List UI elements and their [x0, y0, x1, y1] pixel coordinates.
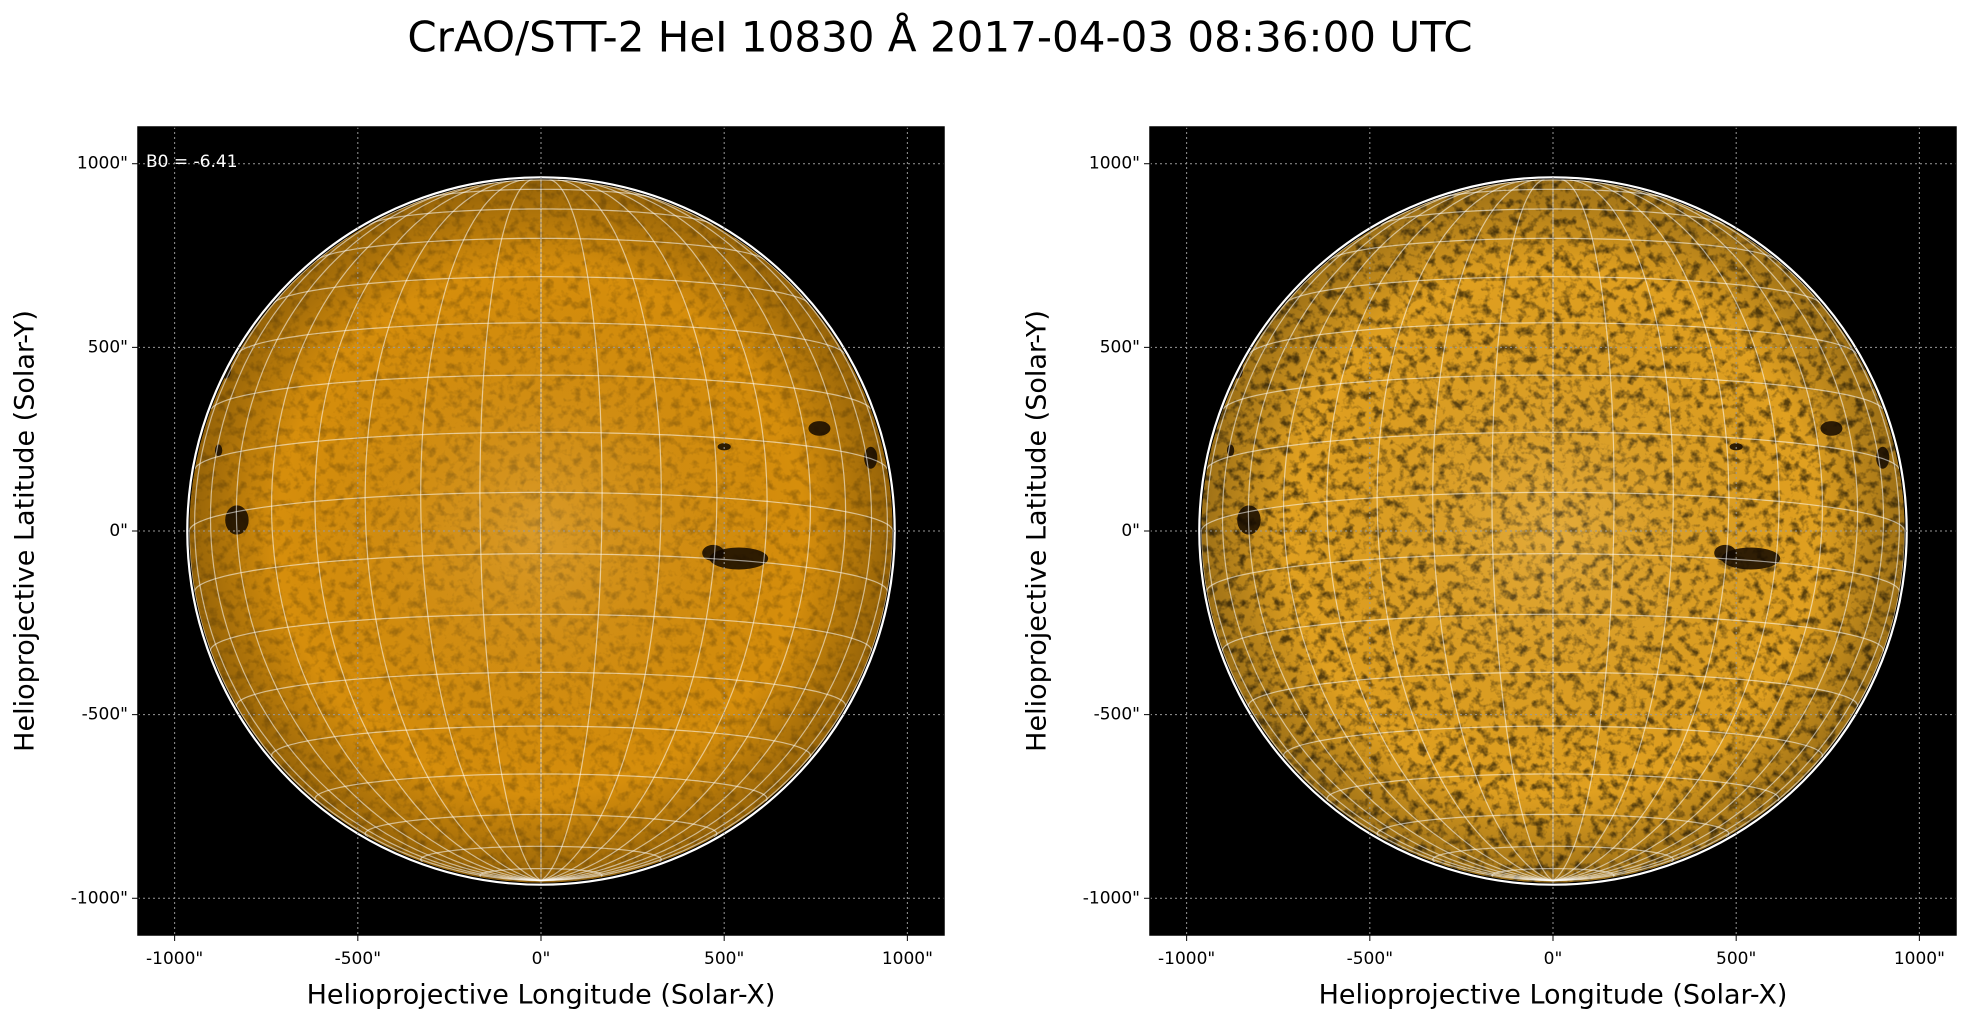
y-tick-label: 500" [1100, 337, 1140, 357]
heliographic-grid [270, 181, 542, 882]
heliographic-grid [1491, 179, 1554, 882]
heliographic-grid [540, 179, 662, 882]
heliographic-grid [364, 813, 718, 838]
x-tick-label: -500" [1347, 949, 1393, 969]
solar-disk [1201, 179, 1905, 883]
y-axis-label: Helioprojective Latitude (Solar-Y) [1022, 310, 1053, 752]
y-tick-label: -500" [82, 705, 128, 725]
y-tick-label: 1000" [77, 154, 128, 174]
heliographic-grid [210, 374, 872, 410]
heliographic-grid [1552, 236, 1901, 882]
heliographic-grid [1222, 374, 1884, 410]
heliographic-grid [270, 725, 812, 759]
heliographic-grid [364, 179, 542, 882]
heliographic-grid [235, 186, 542, 882]
figure-title: CrAO/STT-2 HeI 10830 Å 2017-04-03 08:36:… [407, 12, 1472, 62]
heliographic-grid [1552, 179, 1674, 882]
y-axis-label: Helioprojective Latitude (Solar-Y) [10, 310, 41, 752]
axes-frame [1149, 126, 1957, 936]
heliographic-grid [540, 236, 889, 882]
heliographic-grid [1432, 179, 1554, 882]
heliographic-grid [314, 181, 542, 882]
heliographic-grid [209, 193, 542, 882]
heliographic-grid [1282, 181, 1554, 882]
x-tick-label: -1000" [146, 949, 203, 969]
heliographic-grid [1247, 186, 1554, 882]
y-tick-label: 0" [1121, 521, 1140, 541]
heliographic-grid [1284, 276, 1822, 304]
dark-filament [702, 544, 725, 562]
heliographic-grid [1282, 725, 1824, 759]
x-tick-label: 500" [1716, 949, 1756, 969]
axes-frame [137, 126, 945, 936]
heliographic-grid [1326, 181, 1554, 882]
dark-filament [717, 443, 731, 451]
dark-filament [808, 421, 831, 436]
x-tick-label: 500" [704, 949, 744, 969]
y-tick-label: -1000" [71, 888, 128, 908]
heliographic-grid [540, 530, 893, 882]
heliographic-grid [540, 181, 812, 882]
annotation: B0 = -6.41 [146, 152, 238, 172]
heliographic-grid [420, 845, 662, 863]
heliographic-grid [1552, 179, 1615, 882]
x-tick-label: 0" [1544, 949, 1563, 969]
dark-filament [1820, 421, 1843, 436]
heliographic-grid [1205, 236, 1554, 882]
solar-disk [189, 179, 893, 883]
x-axis-label: Helioprojective Longitude (Solar-X) [1319, 980, 1788, 1011]
x-tick-label: -1000" [1158, 949, 1215, 969]
heliographic-grid [272, 276, 810, 304]
heliographic-grid [494, 179, 588, 183]
heliographic-grid [1376, 179, 1554, 882]
heliographic-grid [1438, 188, 1668, 199]
heliographic-grid [1506, 179, 1600, 183]
x-tick-label: -500" [335, 949, 381, 969]
heliographic-grid [1552, 186, 1859, 882]
heliographic-grid [1376, 813, 1730, 838]
heliographic-grid [1552, 179, 1730, 882]
heliographic-grid [540, 193, 873, 882]
heliographic-grid [193, 236, 542, 882]
y-tick-label: 0" [109, 521, 128, 541]
heliographic-grid [420, 179, 542, 882]
heliographic-grid [540, 179, 603, 882]
heliographic-grid [1552, 181, 1780, 882]
heliographic-grid [1432, 845, 1674, 863]
dark-filament [1729, 443, 1743, 451]
y-tick-label: 1000" [1089, 154, 1140, 174]
heliographic-grid [540, 181, 768, 882]
heliographic-grid [189, 530, 542, 882]
x-axis-label: Helioprojective Longitude (Solar-X) [307, 980, 776, 1011]
heliographic-grid [1221, 613, 1885, 652]
dark-filament [1714, 544, 1737, 562]
y-tick-label: -1000" [1083, 888, 1140, 908]
heliographic-grid [1552, 181, 1824, 882]
heliographic-grid [209, 613, 873, 652]
y-tick-label: -500" [1094, 705, 1140, 725]
heliographic-grid [1552, 193, 1885, 882]
heliographic-grid [479, 179, 542, 882]
heliographic-grid [1552, 530, 1905, 882]
heliographic-grid [426, 188, 656, 199]
y-tick-label: 500" [88, 337, 128, 357]
heliographic-grid [1221, 193, 1554, 882]
x-tick-label: 1000" [1894, 949, 1945, 969]
heliographic-grid [540, 179, 718, 882]
heliographic-grid [540, 186, 847, 882]
x-tick-label: 1000" [882, 949, 933, 969]
heliographic-grid [1201, 530, 1554, 882]
x-tick-label: 0" [532, 949, 551, 969]
